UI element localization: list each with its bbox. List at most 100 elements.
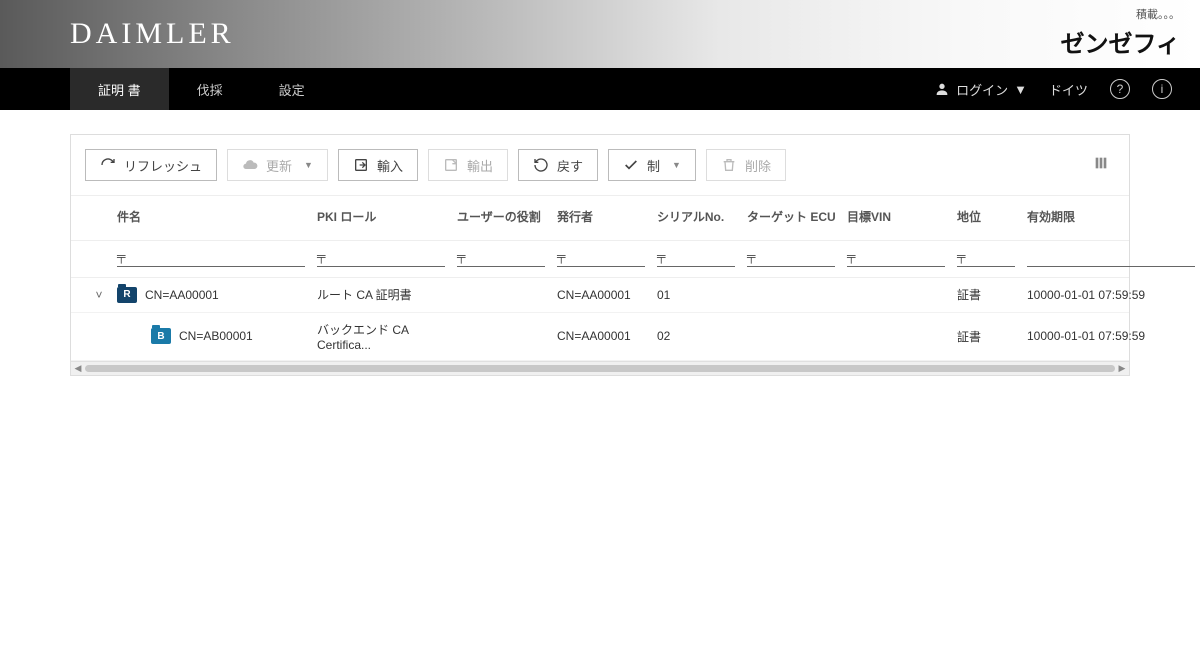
col-target-ecu[interactable]: ターゲット ECU: [747, 210, 847, 226]
horizontal-scrollbar[interactable]: ◀ ▶: [71, 361, 1129, 375]
filter-serial[interactable]: ╤: [657, 247, 735, 267]
chevron-down-icon: ▼: [672, 160, 681, 170]
cell-pki-role: ルート CA 証明書: [317, 286, 457, 303]
filter-icon: ╤: [317, 249, 326, 263]
revert-icon: [533, 157, 549, 173]
chevron-down-icon: ▼: [1014, 82, 1027, 97]
table-row[interactable]: B CN=AB00001 バックエンド CA Certifica... CN=AA00…: [71, 313, 1129, 361]
col-user-role[interactable]: ユーザーの役割: [457, 210, 557, 226]
cell-status: 証書: [957, 328, 1027, 345]
button-label: 更新: [266, 156, 292, 175]
nav-tab-label: 証明 書: [98, 80, 141, 99]
col-issuer[interactable]: 発行者: [557, 210, 657, 226]
login-menu[interactable]: ログイン ▼: [934, 80, 1027, 99]
make-button[interactable]: 制 ▼: [608, 149, 696, 181]
certificates-table: 件名 PKI ロール ユーザーの役割 発行者 シリアルNo. ターゲット ECU…: [71, 196, 1129, 375]
info-button[interactable]: i: [1152, 79, 1172, 99]
col-target-vin[interactable]: 目標VIN: [847, 210, 957, 226]
check-icon: [623, 157, 639, 173]
cell-valid-until: 10000-01-01 07:59:59: [1027, 288, 1200, 302]
filter-icon: ╤: [557, 249, 566, 263]
update-button[interactable]: 更新 ▼: [227, 149, 328, 181]
folder-icon: B: [151, 328, 171, 344]
nav-tab-label: 伐採: [197, 80, 223, 99]
filter-icon: ╤: [957, 249, 966, 263]
cert-name: CN=AA00001: [145, 288, 219, 302]
button-label: 制: [647, 156, 660, 175]
col-name[interactable]: 件名: [117, 210, 317, 226]
cell-serial: 02: [657, 329, 747, 343]
col-valid-until[interactable]: 有効期限: [1027, 210, 1200, 226]
chevron-down-icon: ▼: [304, 160, 313, 170]
loading-text: 積載。。。: [1136, 6, 1180, 22]
table-header-row: 件名 PKI ロール ユーザーの役割 発行者 シリアルNo. ターゲット ECU…: [71, 196, 1129, 241]
trash-icon: [721, 157, 737, 173]
nav-tab-logging[interactable]: 伐採: [169, 68, 251, 110]
cell-serial: 01: [657, 288, 747, 302]
filter-icon: ╤: [747, 249, 756, 263]
folder-icon: R: [117, 287, 137, 303]
cert-name: CN=AB00001: [179, 329, 253, 343]
table-filter-row: ╤ ╤ ╤ ╤ ╤ ╤ ╤ ╤ ▾: [71, 241, 1129, 278]
import-button[interactable]: 輸入: [338, 149, 418, 181]
export-icon: [443, 157, 459, 173]
toolbar: リフレッシュ 更新 ▼ 輸入 輸出 戻す 制 ▼: [71, 135, 1129, 196]
language-menu[interactable]: ドイツ: [1049, 80, 1088, 99]
button-label: 輸出: [467, 156, 493, 175]
login-label: ログイン: [956, 80, 1008, 99]
main-nav: 証明 書 伐採 設定 ログイン ▼ ドイツ ? i: [0, 68, 1200, 110]
button-label: 輸入: [377, 156, 403, 175]
filter-icon: ╤: [847, 249, 856, 263]
filter-target-ecu[interactable]: ╤: [747, 247, 835, 267]
filter-icon: ╤: [117, 249, 126, 263]
help-button[interactable]: ?: [1110, 79, 1130, 99]
help-icon: ?: [1110, 79, 1130, 99]
button-label: 戻す: [557, 156, 583, 175]
col-pki-role[interactable]: PKI ロール: [317, 210, 457, 226]
column-chooser-button[interactable]: [1087, 155, 1115, 176]
cell-pki-role: バックエンド CA Certifica...: [317, 321, 457, 352]
filter-icon: ╤: [457, 249, 466, 263]
filter-icon: ╤: [657, 249, 666, 263]
columns-icon: [1093, 155, 1109, 171]
info-icon: i: [1152, 79, 1172, 99]
cell-name: B CN=AB00001: [117, 328, 317, 344]
filter-issuer[interactable]: ╤: [557, 247, 645, 267]
cloud-download-icon: [242, 157, 258, 173]
refresh-button[interactable]: リフレッシュ: [85, 149, 217, 181]
col-status[interactable]: 地位: [957, 210, 1027, 226]
scroll-thumb[interactable]: [85, 365, 1115, 372]
filter-valid-until[interactable]: [1027, 247, 1195, 267]
filter-name[interactable]: ╤: [117, 247, 305, 267]
col-serial[interactable]: シリアルNo.: [657, 210, 747, 226]
cell-name: R CN=AA00001: [117, 287, 317, 303]
scroll-right-arrow[interactable]: ▶: [1115, 363, 1129, 374]
export-button[interactable]: 輸出: [428, 149, 508, 181]
nav-tab-settings[interactable]: 設定: [251, 68, 333, 110]
table-row[interactable]: ˅RCN=AA00001ルート CA 証明書CN=AA0000101証書1000…: [71, 278, 1129, 313]
scroll-left-arrow[interactable]: ◀: [71, 363, 85, 374]
filter-target-vin[interactable]: ╤: [847, 247, 945, 267]
revert-button[interactable]: 戻す: [518, 149, 598, 181]
refresh-icon: [100, 157, 116, 173]
user-icon: [934, 81, 950, 97]
delete-button[interactable]: 削除: [706, 149, 786, 181]
expand-toggle[interactable]: ˅: [81, 288, 117, 302]
language-label: ドイツ: [1049, 80, 1088, 99]
cell-issuer: CN=AA00001: [557, 329, 657, 343]
cell-valid-until: 10000-01-01 07:59:59: [1027, 329, 1200, 343]
nav-tab-label: 設定: [279, 80, 305, 99]
nav-tab-certificates[interactable]: 証明 書: [70, 68, 169, 110]
filter-user-role[interactable]: ╤: [457, 247, 545, 267]
app-title: ゼンゼフィ: [1060, 24, 1180, 59]
certificates-panel: リフレッシュ 更新 ▼ 輸入 輸出 戻す 制 ▼: [70, 134, 1130, 376]
import-icon: [353, 157, 369, 173]
filter-status[interactable]: ╤: [957, 247, 1015, 267]
cell-status: 証書: [957, 286, 1027, 303]
button-label: リフレッシュ: [124, 156, 202, 175]
header-banner: DAIMLER 積載。。。 ゼンゼフィ: [0, 0, 1200, 68]
cell-issuer: CN=AA00001: [557, 288, 657, 302]
filter-pki-role[interactable]: ╤: [317, 247, 445, 267]
brand-logo: DAIMLER: [70, 17, 235, 51]
button-label: 削除: [745, 156, 771, 175]
